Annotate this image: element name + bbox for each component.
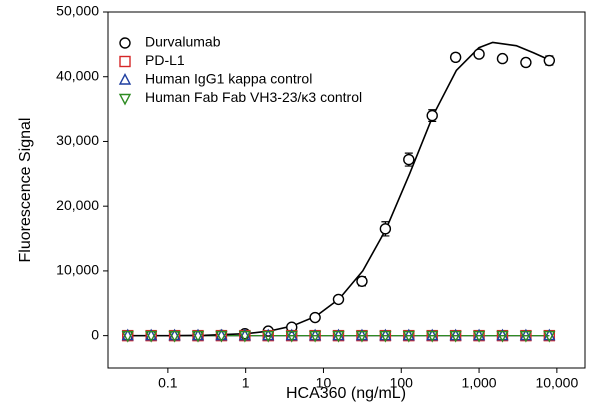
legend-label: Durvalumab — [145, 34, 221, 50]
marker — [379, 330, 392, 343]
marker — [145, 330, 158, 343]
marker — [496, 330, 509, 343]
marker — [121, 330, 134, 343]
legend-marker — [119, 37, 131, 49]
y-tick-label: 0 — [91, 326, 99, 342]
y-tick-label: 20,000 — [56, 197, 99, 213]
legend-label: Human Fab Fab VH3-23/κ3 control — [145, 89, 362, 105]
marker — [332, 293, 345, 306]
marker — [519, 330, 533, 343]
x-tick-label: 100 — [390, 375, 414, 391]
marker — [379, 223, 392, 235]
legend-marker — [119, 55, 131, 68]
x-tick-label: 0.1 — [158, 375, 178, 391]
x-tick-label: 10,000 — [535, 375, 578, 391]
marker — [215, 330, 228, 343]
plot-frame — [107, 11, 586, 369]
marker — [402, 330, 415, 343]
marker — [449, 51, 462, 64]
x-tick-label: 10 — [316, 375, 332, 391]
marker — [426, 330, 439, 343]
marker — [520, 56, 532, 69]
legend-marker — [118, 93, 132, 106]
marker — [449, 330, 462, 343]
marker — [238, 330, 252, 343]
y-tick-label: 30,000 — [56, 132, 99, 148]
x-tick-label: 1 — [242, 375, 250, 391]
x-tick-label: 1,000 — [462, 375, 497, 391]
marker — [356, 275, 368, 287]
marker — [543, 54, 556, 67]
y-tick-label: 10,000 — [56, 262, 99, 278]
marker — [403, 153, 415, 166]
y-axis-label: Fluorescence Signal — [17, 118, 34, 263]
y-tick-label: 40,000 — [56, 67, 99, 83]
legend-marker — [118, 72, 132, 85]
marker — [285, 330, 298, 343]
marker — [473, 48, 485, 60]
marker — [472, 330, 486, 343]
legend-label: PD-L1 — [145, 52, 185, 68]
legend-label: Human IgG1 kappa control — [145, 71, 312, 87]
marker — [496, 52, 509, 65]
marker — [168, 330, 181, 343]
marker — [426, 109, 438, 122]
marker — [262, 330, 275, 343]
x-axis-label: HCA360 (ng/mL) — [286, 385, 406, 402]
marker — [308, 330, 322, 343]
marker — [355, 330, 369, 343]
marker — [191, 330, 205, 343]
marker — [332, 330, 345, 343]
marker — [309, 311, 321, 324]
fit-curve — [127, 41, 550, 337]
y-tick-label: 50,000 — [56, 3, 99, 19]
marker — [543, 330, 556, 343]
